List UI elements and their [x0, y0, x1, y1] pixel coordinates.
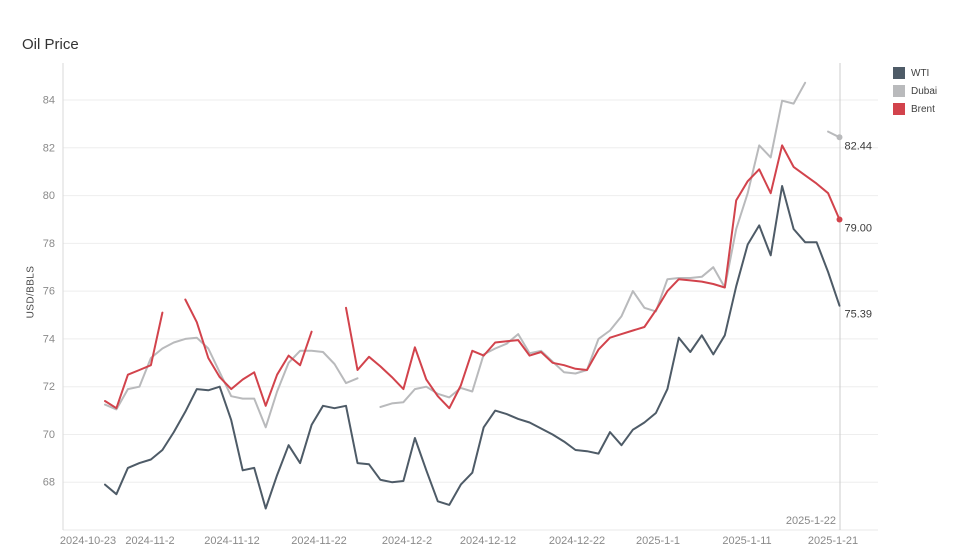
legend: WTI Dubai Brent: [893, 67, 937, 121]
x-axis-tick-label: 2024-11-2: [125, 535, 174, 547]
y-axis-tick-label: 72: [43, 381, 55, 393]
y-axis-tick-label: 80: [43, 190, 55, 202]
x-axis-tick-label: 2024-10-23: [60, 535, 116, 547]
y-axis-tick-label: 68: [43, 477, 55, 489]
legend-label: Brent: [911, 103, 935, 115]
x-axis-tick-label: 2024-12-2: [382, 535, 432, 547]
reference-line-label: 2025-1-22: [786, 515, 836, 527]
y-axis-tick-label: 74: [43, 333, 55, 345]
legend-label: Dubai: [911, 85, 938, 97]
legend-item-dubai[interactable]: Dubai: [893, 85, 937, 97]
x-axis-tick-label: 2024-12-12: [460, 535, 516, 547]
legend-label: WTI: [911, 67, 930, 79]
x-axis-tick-label: 2025-1-1: [636, 535, 680, 547]
series-end-dot-dubai[interactable]: [836, 134, 843, 141]
x-axis-tick-label: 2024-12-22: [549, 535, 605, 547]
series-end-label-brent: 79.00: [845, 223, 873, 235]
x-axis-tick-label: 2025-1-21: [808, 535, 858, 547]
series-line-wti[interactable]: [104, 185, 841, 510]
x-axis-tick-label: 2024-11-22: [291, 535, 346, 547]
y-axis-tick-label: 82: [43, 142, 55, 154]
x-axis-tick-label: 2025-1-11: [722, 535, 771, 547]
series-end-label-wti: 75.39: [845, 309, 873, 321]
legend-swatch-brent: [893, 103, 905, 115]
y-axis-tick-label: 76: [43, 286, 55, 298]
page-title: Oil Price: [22, 36, 79, 53]
x-axis-tick-label: 2024-11-12: [204, 535, 259, 547]
legend-item-wti[interactable]: WTI: [893, 67, 937, 79]
legend-swatch-dubai: [893, 85, 905, 97]
series-end-label-dubai: 82.44: [845, 140, 873, 152]
y-axis-tick-label: 78: [43, 238, 55, 250]
y-axis-tick-label: 84: [43, 95, 55, 107]
series-end-dot-brent[interactable]: [836, 216, 843, 223]
series-line-brent[interactable]: [104, 144, 841, 410]
legend-swatch-wti: [893, 67, 905, 79]
legend-item-brent[interactable]: Brent: [893, 103, 937, 115]
y-axis-tick-label: 70: [43, 429, 55, 441]
